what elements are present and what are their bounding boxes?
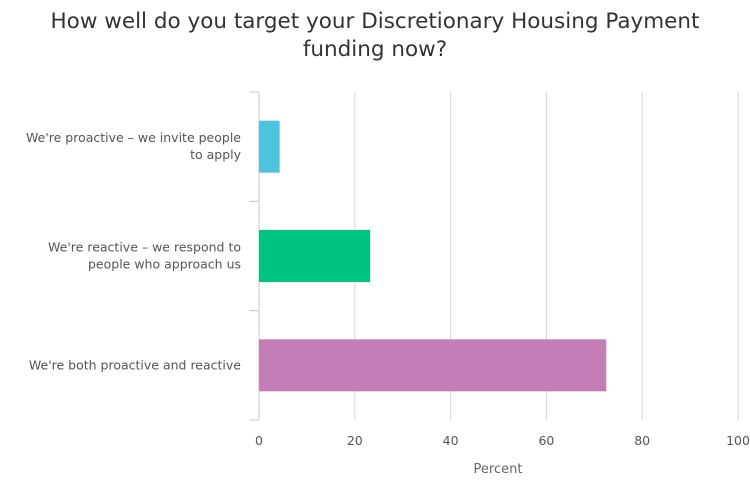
category-axis [249,91,260,421]
category-label: We're both proactive and reactive [29,357,241,372]
category-label: We're proactive – we invite people [26,130,241,145]
chart-title-line-2: funding now? [302,37,448,62]
category-label: to apply [190,147,242,162]
x-axis-title: Percent [474,462,523,477]
bar [259,120,280,173]
chart-title-line-1: How well do you target your Discretionar… [50,9,700,34]
x-tick-label: 20 [347,433,363,448]
category-label: We're reactive – we respond to [48,240,241,255]
x-tick-label: 100 [726,433,750,448]
category-labels: We're proactive – we invite people to app… [26,130,242,372]
x-tick-label: 0 [255,433,263,448]
x-tick-label: 80 [634,433,650,448]
bars [259,120,607,392]
category-label: people who approach us [88,257,241,272]
x-axis-ticks: 0 20 40 60 80 100 [255,433,750,448]
bar [259,339,607,392]
x-tick-label: 40 [443,433,459,448]
chart-title: How well do you target your Discretionar… [0,8,750,64]
x-tick-label: 60 [538,433,554,448]
bar [259,230,371,282]
